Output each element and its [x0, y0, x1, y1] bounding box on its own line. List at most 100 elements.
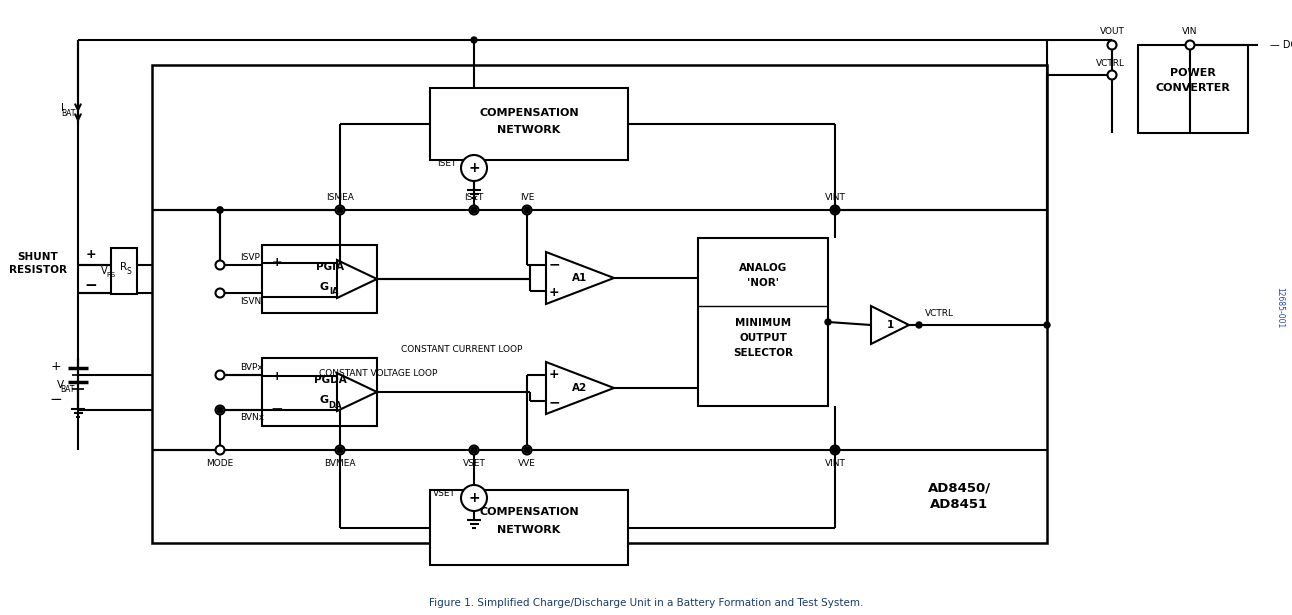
- Text: AD8451: AD8451: [930, 499, 988, 512]
- Circle shape: [525, 207, 530, 213]
- Circle shape: [1107, 41, 1116, 49]
- Bar: [430, 490, 628, 565]
- Text: RS: RS: [106, 272, 115, 278]
- Text: AD8450/: AD8450/: [928, 482, 991, 494]
- Text: COMPENSATION: COMPENSATION: [479, 108, 579, 118]
- Circle shape: [336, 205, 345, 215]
- Text: S: S: [127, 268, 132, 277]
- Circle shape: [522, 205, 531, 215]
- Text: VSET: VSET: [463, 459, 486, 469]
- Text: +: +: [549, 368, 559, 381]
- Text: A1: A1: [572, 273, 588, 283]
- Bar: [152, 65, 1047, 543]
- Text: OUTPUT: OUTPUT: [739, 333, 787, 343]
- Text: +: +: [549, 285, 559, 298]
- Text: VSET: VSET: [433, 488, 456, 498]
- Text: CONSTANT CURRENT LOOP: CONSTANT CURRENT LOOP: [402, 346, 523, 354]
- Text: VOUT: VOUT: [1099, 28, 1124, 36]
- Circle shape: [472, 37, 477, 43]
- Text: 'NOR': 'NOR': [747, 278, 779, 288]
- Circle shape: [832, 207, 839, 213]
- Text: R: R: [120, 262, 128, 272]
- Text: 12685-001: 12685-001: [1275, 287, 1284, 328]
- Circle shape: [1044, 322, 1050, 328]
- Text: ISET: ISET: [464, 194, 483, 202]
- Text: −: −: [548, 257, 559, 271]
- Circle shape: [1186, 41, 1195, 49]
- Text: NETWORK: NETWORK: [497, 125, 561, 135]
- Text: RESISTOR: RESISTOR: [9, 265, 67, 275]
- Text: A2: A2: [572, 383, 588, 393]
- Polygon shape: [337, 373, 377, 411]
- Text: COMPENSATION: COMPENSATION: [479, 507, 579, 517]
- Text: +: +: [468, 161, 479, 175]
- Polygon shape: [547, 362, 614, 414]
- Circle shape: [522, 445, 531, 454]
- Text: VINT: VINT: [824, 459, 845, 469]
- Text: — DC BUS: — DC BUS: [1270, 40, 1292, 50]
- Text: V: V: [101, 266, 107, 276]
- Text: PGDA: PGDA: [314, 375, 346, 385]
- Text: −: −: [548, 395, 559, 409]
- Text: BVNx: BVNx: [240, 413, 264, 423]
- Bar: [218, 360, 705, 465]
- Circle shape: [826, 319, 831, 325]
- Text: BAT: BAT: [61, 108, 75, 117]
- Text: −: −: [84, 277, 97, 293]
- Text: MODE: MODE: [207, 459, 234, 469]
- Text: SELECTOR: SELECTOR: [733, 348, 793, 358]
- Text: G: G: [319, 395, 328, 405]
- Text: VINT: VINT: [824, 194, 845, 202]
- Circle shape: [469, 205, 478, 215]
- Polygon shape: [547, 252, 614, 304]
- Circle shape: [337, 207, 342, 213]
- Text: SHUNT: SHUNT: [18, 252, 58, 262]
- Text: VCTRL: VCTRL: [925, 309, 953, 317]
- Text: +: +: [468, 491, 479, 505]
- Text: BVPx: BVPx: [240, 362, 262, 371]
- Circle shape: [831, 445, 840, 454]
- Circle shape: [216, 445, 225, 454]
- Text: I: I: [61, 103, 63, 113]
- Circle shape: [216, 288, 225, 298]
- Text: CONSTANT VOLTAGE LOOP: CONSTANT VOLTAGE LOOP: [319, 370, 437, 378]
- Text: G: G: [319, 282, 328, 292]
- Text: ISMEA: ISMEA: [326, 194, 354, 202]
- Bar: [218, 228, 705, 360]
- Text: VIN: VIN: [1182, 28, 1198, 36]
- Text: DA: DA: [328, 400, 342, 410]
- Text: V: V: [57, 380, 63, 390]
- Text: BAT: BAT: [59, 386, 74, 394]
- Circle shape: [461, 485, 487, 511]
- Circle shape: [337, 447, 342, 453]
- Circle shape: [1107, 71, 1116, 79]
- Circle shape: [832, 447, 839, 453]
- Bar: [430, 88, 628, 160]
- Text: +: +: [271, 256, 283, 269]
- Bar: [262, 245, 377, 313]
- Text: BVMEA: BVMEA: [324, 459, 355, 469]
- Circle shape: [916, 322, 922, 328]
- Circle shape: [216, 405, 225, 415]
- Text: 1: 1: [886, 320, 894, 330]
- Text: −: −: [270, 290, 283, 304]
- Text: CONVERTER: CONVERTER: [1155, 83, 1230, 93]
- Text: +: +: [50, 360, 61, 373]
- Text: VVE: VVE: [518, 459, 536, 469]
- Text: POWER: POWER: [1171, 68, 1216, 78]
- Text: +: +: [271, 370, 283, 383]
- Circle shape: [832, 447, 839, 453]
- Text: IVE: IVE: [519, 194, 534, 202]
- Text: MINIMUM: MINIMUM: [735, 318, 791, 328]
- Text: Figure 1. Simplified Charge/Discharge Unit in a Battery Formation and Test Syste: Figure 1. Simplified Charge/Discharge Un…: [429, 598, 863, 608]
- Text: ISVN: ISVN: [240, 296, 261, 306]
- Circle shape: [216, 370, 225, 379]
- Circle shape: [469, 445, 478, 454]
- Text: ISET: ISET: [437, 159, 456, 167]
- Text: PGIA: PGIA: [317, 262, 344, 272]
- Polygon shape: [337, 260, 377, 298]
- Polygon shape: [871, 306, 910, 344]
- Bar: [1138, 45, 1248, 133]
- Bar: [111, 248, 137, 294]
- Text: VCTRL: VCTRL: [1096, 58, 1124, 68]
